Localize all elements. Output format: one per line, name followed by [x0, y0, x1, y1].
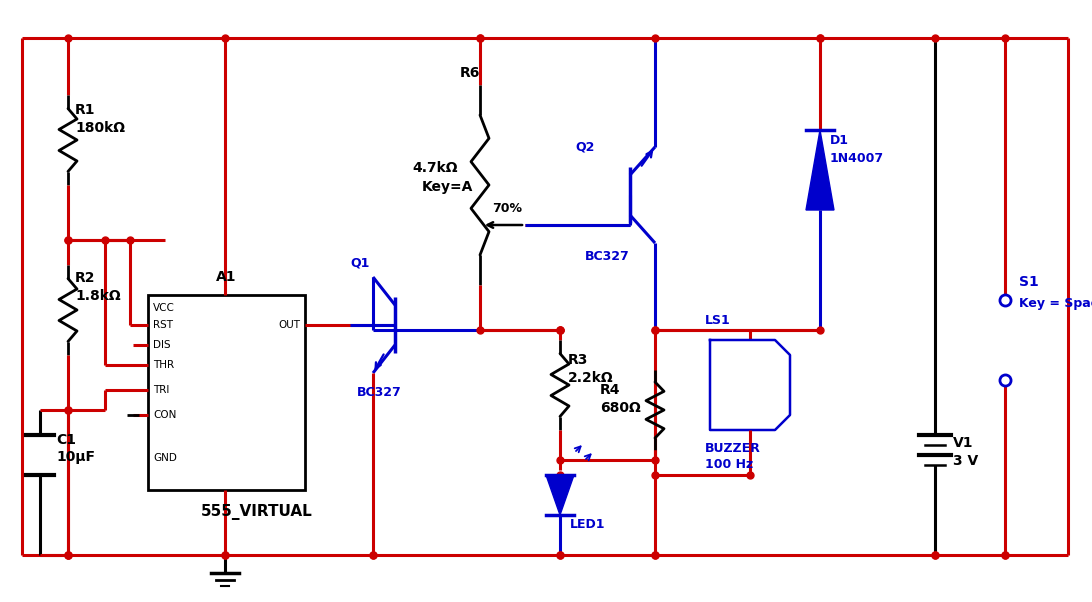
Text: CON: CON: [153, 410, 177, 420]
Polygon shape: [806, 130, 834, 210]
Text: GND: GND: [153, 453, 177, 463]
Text: VCC: VCC: [153, 303, 175, 313]
Text: LS1: LS1: [705, 314, 731, 326]
Text: R3: R3: [568, 353, 589, 367]
Text: 555_VIRTUAL: 555_VIRTUAL: [201, 504, 312, 520]
Text: OUT: OUT: [278, 320, 300, 330]
Text: 180kΩ: 180kΩ: [75, 121, 124, 135]
Text: Q2: Q2: [575, 140, 594, 154]
Text: 4.7kΩ: 4.7kΩ: [412, 161, 458, 175]
Text: BUZZER: BUZZER: [705, 441, 761, 455]
Text: R4: R4: [600, 383, 620, 397]
Text: BC327: BC327: [357, 386, 402, 400]
Text: 680Ω: 680Ω: [600, 401, 641, 415]
Text: 10μF: 10μF: [56, 450, 95, 464]
Text: V1: V1: [953, 436, 973, 450]
Text: 1.8kΩ: 1.8kΩ: [75, 289, 120, 303]
Text: R6: R6: [460, 66, 480, 80]
Text: Key = Space: Key = Space: [1019, 297, 1092, 311]
Text: Key=A: Key=A: [422, 180, 473, 194]
Bar: [149, 295, 305, 490]
Text: DIS: DIS: [153, 340, 170, 350]
Text: Q1: Q1: [351, 256, 369, 270]
Text: R1: R1: [75, 103, 95, 117]
Text: D1: D1: [830, 134, 848, 146]
Text: 3 V: 3 V: [953, 454, 978, 468]
Text: LED1: LED1: [570, 518, 605, 532]
Text: TRI: TRI: [153, 385, 169, 395]
Text: 70%: 70%: [492, 202, 522, 216]
Text: THR: THR: [153, 360, 174, 370]
Text: 2.2kΩ: 2.2kΩ: [568, 371, 614, 385]
Text: S1: S1: [1019, 275, 1038, 289]
Text: 1N4007: 1N4007: [830, 152, 885, 164]
Text: 100 Hz: 100 Hz: [705, 459, 753, 471]
Text: RST: RST: [153, 320, 173, 330]
Text: C1: C1: [56, 433, 76, 447]
Polygon shape: [546, 475, 574, 515]
Text: A1: A1: [216, 270, 237, 284]
Text: BC327: BC327: [585, 250, 630, 264]
Text: R2: R2: [75, 271, 95, 285]
